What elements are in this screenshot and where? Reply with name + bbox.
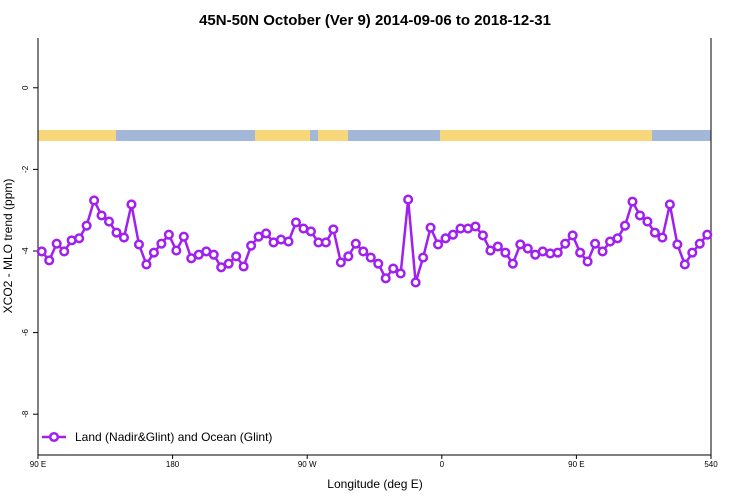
data-point	[373, 258, 384, 269]
data-point	[89, 195, 100, 206]
data-point	[126, 199, 137, 210]
y-tick-label: -4	[21, 247, 30, 255]
y-tick-label: -2	[21, 165, 30, 173]
data-point	[500, 247, 511, 258]
data-point	[380, 273, 391, 284]
data-point	[81, 220, 92, 231]
data-point	[186, 253, 197, 264]
x-tick-label: 180	[166, 460, 180, 469]
data-point	[679, 259, 690, 270]
chart-title: 45N-50N October (Ver 9) 2014-09-06 to 20…	[199, 12, 551, 29]
data-point	[216, 262, 227, 273]
data-point	[597, 246, 608, 257]
data-point	[507, 258, 518, 269]
data-point	[238, 261, 249, 272]
data-point	[425, 222, 436, 233]
x-tick-label: 90 E	[568, 460, 584, 469]
x-axis-label: Longitude (deg E)	[327, 477, 422, 491]
data-point	[36, 246, 47, 257]
data-point	[59, 246, 70, 257]
data-point	[96, 210, 107, 221]
data-point	[485, 245, 496, 256]
y-tick-label: 0	[21, 85, 30, 90]
data-point	[492, 241, 503, 252]
data-point	[231, 251, 242, 262]
data-point	[388, 263, 399, 274]
data-point	[343, 251, 354, 262]
data-point	[657, 232, 668, 243]
data-point	[305, 226, 316, 237]
data-point	[171, 245, 182, 256]
data-point	[141, 259, 152, 270]
legend-marker	[48, 431, 60, 443]
data-point	[433, 239, 444, 250]
data-point	[261, 228, 272, 239]
data-point	[290, 217, 302, 228]
data-point	[148, 247, 159, 258]
data-point	[642, 216, 653, 227]
x-tick-label: 0	[440, 460, 445, 469]
data-point	[418, 252, 429, 263]
data-point	[694, 238, 705, 249]
data-point	[74, 233, 85, 244]
data-point	[582, 256, 593, 267]
data-point	[320, 237, 331, 248]
data-point	[51, 238, 62, 249]
data-point	[365, 252, 376, 263]
data-point	[552, 247, 563, 258]
data-point	[350, 238, 361, 249]
data-point	[440, 233, 451, 244]
y-tick-label: -8	[21, 410, 30, 418]
data-point	[44, 255, 55, 266]
x-tick-label: 90 W	[298, 460, 317, 469]
data-point	[335, 257, 346, 268]
y-tick-label: -6	[21, 328, 30, 336]
data-point	[111, 227, 122, 238]
data-point	[619, 220, 631, 231]
data-point	[208, 249, 219, 260]
data-point	[477, 230, 488, 241]
data-point	[590, 238, 601, 249]
data-point	[560, 238, 571, 249]
data-point	[156, 238, 167, 249]
data-point	[612, 233, 623, 244]
x-tick-label: 540	[704, 460, 718, 469]
data-point	[246, 240, 257, 251]
data-point	[410, 277, 421, 288]
data-point	[163, 229, 174, 240]
data-point	[395, 268, 406, 279]
data-point	[403, 194, 414, 205]
x-tick-label: 90 E	[30, 460, 46, 469]
data-point	[649, 227, 660, 238]
data-point	[470, 221, 481, 232]
data-point	[627, 196, 638, 207]
data-point	[634, 210, 646, 221]
data-point	[328, 224, 339, 235]
data-point	[702, 229, 713, 240]
data-point	[358, 246, 369, 257]
data-point	[118, 232, 130, 243]
data-point	[283, 236, 294, 247]
data-point	[447, 229, 459, 240]
data-point	[515, 239, 526, 250]
data-point	[178, 231, 189, 242]
data-point	[133, 239, 144, 250]
data-point	[522, 243, 533, 254]
data-point	[687, 247, 698, 258]
data-point	[672, 239, 683, 250]
data-point	[223, 258, 234, 269]
data-point	[575, 247, 586, 258]
data-point	[567, 230, 578, 241]
legend-label: Land (Nadir&Glint) and Ocean (Glint)	[75, 430, 272, 444]
land-ocean-strip	[38, 130, 711, 141]
y-axis-label: XCO2 - MLO trend (ppm)	[1, 179, 15, 314]
data-point	[664, 199, 675, 210]
data-point	[103, 216, 115, 227]
